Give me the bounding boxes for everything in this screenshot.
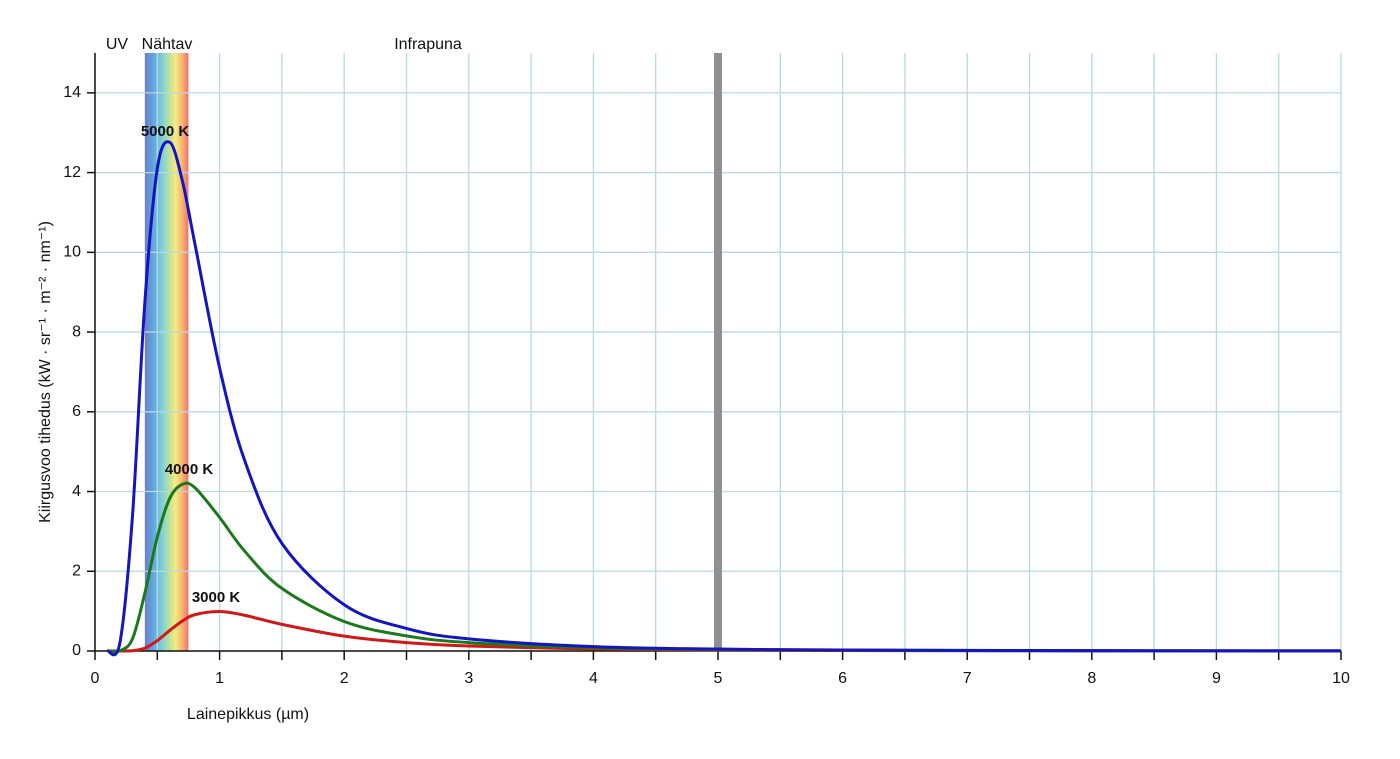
x-tick-label: 7 xyxy=(963,670,972,687)
x-tick-label: 0 xyxy=(91,670,100,687)
y-tick-label: 6 xyxy=(72,403,81,420)
region-label: Nähtav xyxy=(142,36,193,53)
series-label: 5000 K xyxy=(141,123,190,140)
x-tick-label: 9 xyxy=(1212,670,1221,687)
y-tick-label: 0 xyxy=(72,642,81,659)
series-label: 4000 K xyxy=(165,461,214,478)
region-label: Infrapuna xyxy=(394,36,462,53)
x-tick-label: 2 xyxy=(340,670,349,687)
visible-band xyxy=(144,53,189,651)
x-tick-label: 4 xyxy=(589,670,598,687)
y-tick-label: 14 xyxy=(63,84,81,101)
y-tick-label: 2 xyxy=(72,562,81,579)
region-label: UV xyxy=(106,36,129,53)
x-tick-label: 3 xyxy=(464,670,473,687)
x-tick-label: 1 xyxy=(215,670,224,687)
series-label: 3000 K xyxy=(192,589,241,606)
y-tick-label: 10 xyxy=(63,244,81,261)
x-tick-label: 8 xyxy=(1087,670,1096,687)
y-tick-label: 4 xyxy=(72,483,81,500)
y-tick-label: 12 xyxy=(63,164,81,181)
y-axis-label: Kiirgusvoo tihedus (kW · sr⁻¹ · m⁻² · nm… xyxy=(37,221,54,523)
series-line xyxy=(105,140,1342,657)
x-axis-label: Lainepikkus (µm) xyxy=(187,706,309,723)
series-line xyxy=(107,610,1342,653)
x-tick-label: 6 xyxy=(838,670,847,687)
x-tick-label: 5 xyxy=(714,670,723,687)
y-tick-label: 8 xyxy=(72,323,81,340)
x-tick-label: 10 xyxy=(1332,670,1350,687)
